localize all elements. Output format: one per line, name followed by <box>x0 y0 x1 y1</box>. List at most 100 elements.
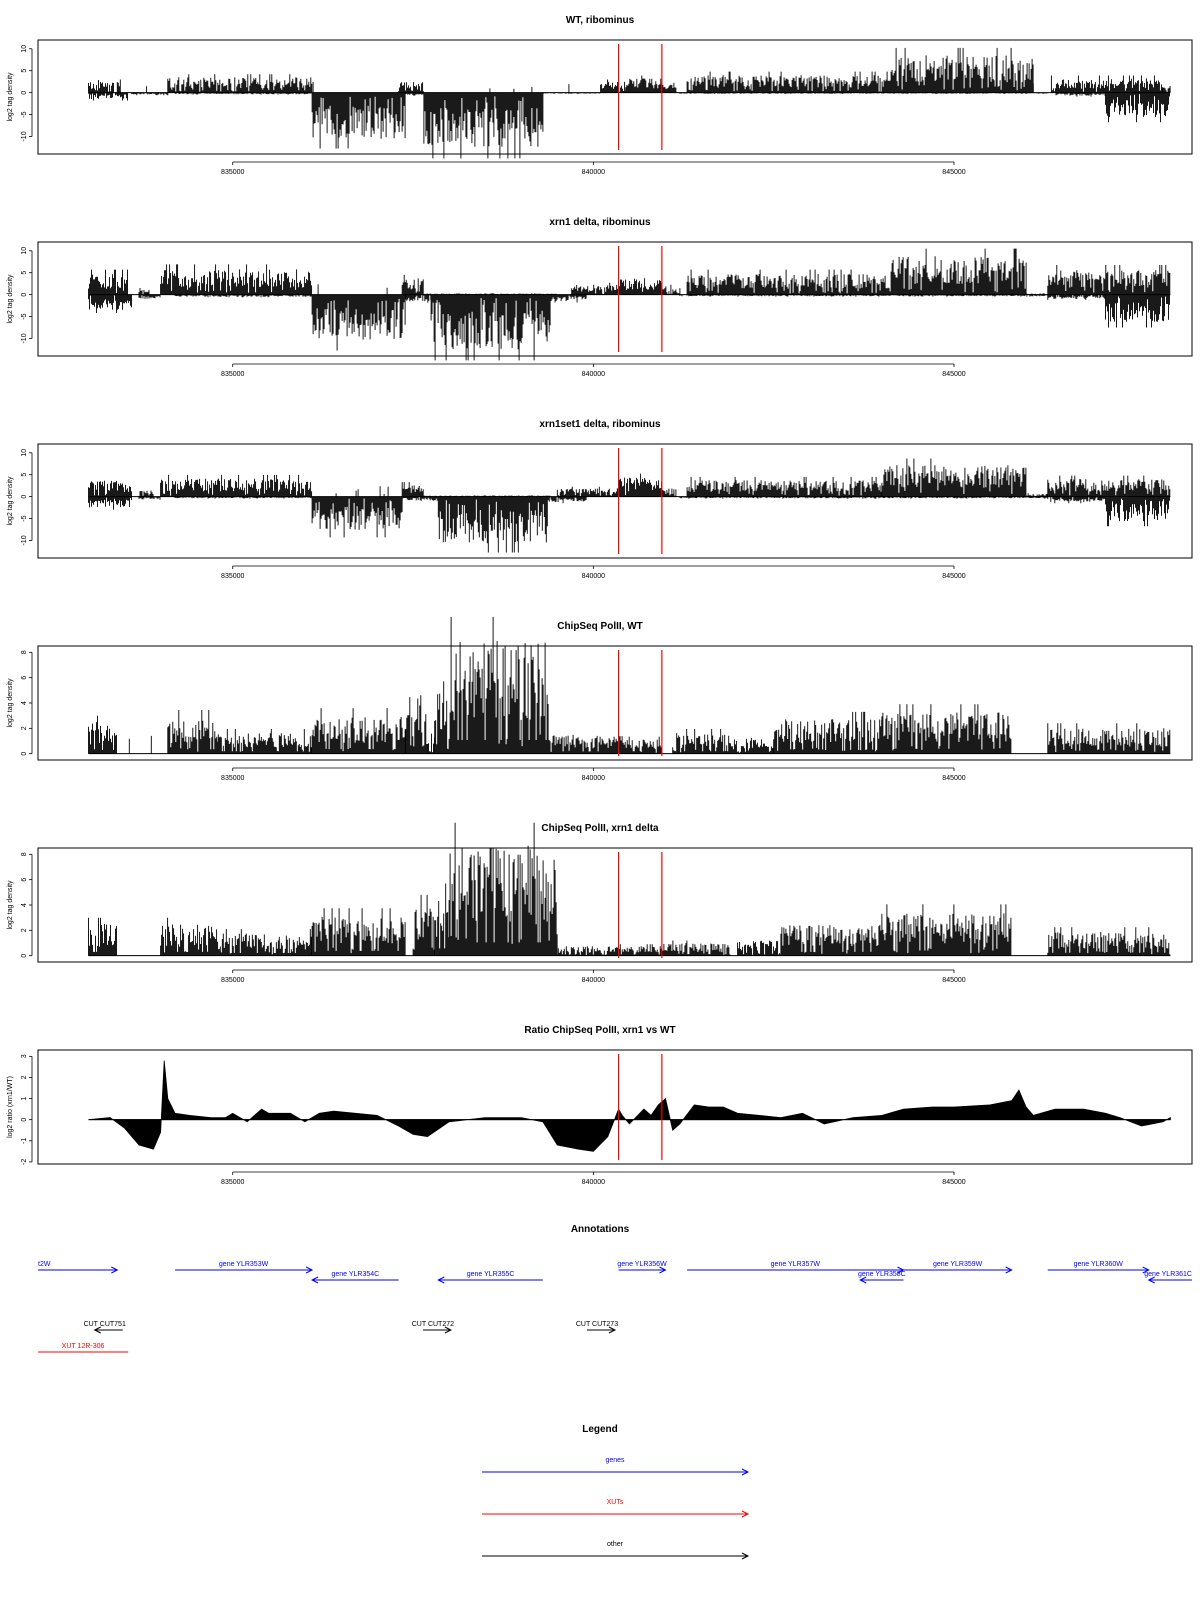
y-tick-label: -2 <box>21 1159 28 1165</box>
x-tick-label: 835000 <box>221 1179 244 1186</box>
annotation-label: gene YLR360W <box>1074 1261 1124 1268</box>
signal-forward <box>88 47 1171 93</box>
signal-forward <box>88 248 1171 295</box>
annotation-other: CUT CUT273 <box>576 1321 618 1334</box>
annotation-label: t2W <box>38 1261 51 1268</box>
y-axis: -10 -5 0 5 10 <box>21 247 33 344</box>
x-tick-label: 845000 <box>942 169 965 176</box>
y-tick-label: 8 <box>21 852 28 856</box>
y-tick-label: 0 <box>21 954 28 958</box>
arrow-head-right-icon <box>659 1266 667 1274</box>
y-tick-label: 8 <box>21 650 28 654</box>
ratio-area <box>88 1060 1171 1152</box>
x-tick-label: 835000 <box>221 775 244 782</box>
y-axis: -2 -1 0 1 2 3 <box>21 1054 33 1165</box>
y-axis-label: log2 tag density <box>7 72 14 122</box>
legend-item-XUTs: XUTs <box>482 1499 750 1518</box>
x-tick-label: 835000 <box>221 371 244 378</box>
panel-title: xrn1set1 delta, ribominus <box>539 419 661 430</box>
y-tick-label: 5 <box>21 473 28 477</box>
legend-title: Legend <box>582 1424 618 1435</box>
y-tick-label: 0 <box>21 293 28 297</box>
y-tick-label: 10 <box>21 45 28 53</box>
y-tick-label: -10 <box>21 131 28 141</box>
y-axis-label: log2 tag density <box>7 880 14 930</box>
arrow-head-left-icon <box>859 1276 867 1284</box>
y-axis: 0 2 4 6 8 <box>21 650 33 756</box>
annotation-label: gene YLR359W <box>933 1261 983 1268</box>
arrow-head-right-icon <box>741 1552 750 1560</box>
signal-bars <box>88 616 1171 754</box>
plot-frame <box>37 39 1193 155</box>
y-tick-label: -1 <box>21 1138 28 1144</box>
x-axis: 835000 840000 845000 <box>221 1171 966 1186</box>
y-tick-label: 5 <box>21 69 28 73</box>
x-tick-label: 845000 <box>942 573 965 580</box>
x-tick-label: 840000 <box>582 775 605 782</box>
annotation-gene: gene YLR354C <box>310 1271 399 1284</box>
annotation-label: gene YLR361C <box>1144 1271 1192 1278</box>
y-tick-label: 10 <box>21 449 28 457</box>
y-tick-label: 2 <box>21 726 28 730</box>
y-axis-label: log2 tag density <box>7 476 14 526</box>
y-tick-label: 6 <box>21 676 28 680</box>
y-tick-label: 0 <box>21 495 28 499</box>
plot-frame <box>37 1049 1193 1165</box>
annotation-gene: gene YLR360W <box>1047 1261 1150 1274</box>
signal-reverse <box>88 294 1170 361</box>
x-tick-label: 845000 <box>942 977 965 984</box>
arrow-head-right-icon <box>444 1326 453 1334</box>
x-axis: 835000 840000 845000 <box>221 363 966 378</box>
x-tick-label: 840000 <box>582 169 605 176</box>
arrow-head-right-icon <box>305 1266 314 1274</box>
y-tick-label: 2 <box>21 1075 28 1079</box>
arrow-head-left-icon <box>437 1276 445 1284</box>
panel-title: ChipSeq PolII, xrn1 delta <box>541 823 659 834</box>
y-tick-label: 0 <box>21 1118 28 1122</box>
arrow-head-right-icon <box>741 1468 750 1476</box>
annotation-label: CUT CUT272 <box>412 1321 454 1328</box>
signal-bars <box>88 458 1171 553</box>
legend-label: genes <box>605 1457 625 1464</box>
annotation-label: gene YLR355C <box>467 1271 515 1278</box>
track-panel-2: xrn1 delta, ribominus log2 tag density -10… <box>7 217 1193 378</box>
annotation-track: Annotations t2W gene YLR353W gene YLR354C g… <box>38 1224 1192 1353</box>
x-tick-label: 845000 <box>942 775 965 782</box>
y-tick-label: -5 <box>21 111 28 117</box>
plot-frame <box>37 241 1193 357</box>
y-axis-label: log2 tag density <box>7 274 14 324</box>
plot-frame <box>37 443 1193 559</box>
annotation-gene: gene YLR359W <box>903 1261 1013 1274</box>
track-panel-6: Ratio ChipSeq PolII, xrn1 vs WT log2 rati… <box>7 1025 1193 1186</box>
signal-bars <box>88 822 1171 956</box>
x-axis: 835000 840000 845000 <box>221 969 966 984</box>
annotation-label: CUT CUT273 <box>576 1321 618 1328</box>
panel-title: Ratio ChipSeq PolII, xrn1 vs WT <box>524 1025 675 1036</box>
annotation-gene: gene YLR355C <box>437 1271 543 1284</box>
legend-item-other: other <box>482 1541 750 1560</box>
y-tick-label: -5 <box>21 515 28 521</box>
annotation-other: CUT CUT751 <box>84 1321 126 1334</box>
track-panel-1: WT, ribominus log2 tag density -10 -5 0 5 10 83… <box>7 15 1193 176</box>
x-tick-label: 840000 <box>582 371 605 378</box>
panel-title: WT, ribominus <box>566 15 635 26</box>
x-tick-label: 835000 <box>221 977 244 984</box>
signal-signal <box>88 822 1171 956</box>
y-axis: 0 2 4 6 8 <box>21 852 33 958</box>
annotation-xut: XUT 12R-306 <box>38 1343 129 1353</box>
y-tick-label: -10 <box>21 535 28 545</box>
signal-bars <box>88 248 1171 361</box>
annotation-gene: t2W <box>38 1261 119 1274</box>
annotation-label: gene YLR356W <box>617 1261 667 1268</box>
annotations-title: Annotations <box>571 1224 630 1235</box>
y-tick-label: 1 <box>21 1097 28 1101</box>
x-axis: 835000 840000 845000 <box>221 161 966 176</box>
track-panel-3: xrn1set1 delta, ribominus log2 tag densit… <box>7 419 1193 580</box>
signal-signal <box>88 616 1171 754</box>
y-axis: -10 -5 0 5 10 <box>21 45 33 142</box>
arrow-head-left-icon <box>310 1276 319 1284</box>
panel-title: ChipSeq PolII, WT <box>557 621 643 632</box>
arrow-head-right-icon <box>1142 1266 1150 1274</box>
x-tick-label: 840000 <box>582 573 605 580</box>
legend-label: XUTs <box>607 1499 624 1506</box>
